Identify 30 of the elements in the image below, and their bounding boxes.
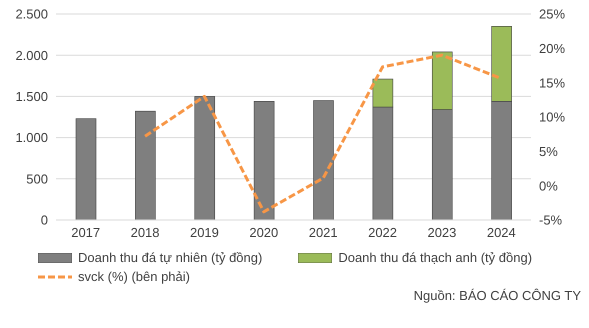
x-tick-label: 2017 xyxy=(71,225,100,240)
y-tick-label: 1.500 xyxy=(15,89,48,104)
y-tick-label: 1.000 xyxy=(15,130,48,146)
bar xyxy=(254,101,274,220)
x-tick-label: 2019 xyxy=(190,225,219,240)
bar xyxy=(194,96,216,220)
x-tick-label: 2020 xyxy=(249,225,278,240)
x-tick-label: 2023 xyxy=(427,225,456,240)
y2-tick-label: 5% xyxy=(539,144,558,159)
y-tick-label: 2.000 xyxy=(15,48,48,63)
legend-label: Doanh thu đá thạch anh (tỷ đồng) xyxy=(338,250,532,265)
legend-label: svck (%) (bên phải) xyxy=(78,269,190,284)
x-tick-label: 2018 xyxy=(130,225,160,240)
bar xyxy=(313,100,334,220)
x-tick-label: 2024 xyxy=(486,225,516,240)
y2-tick-label: 15% xyxy=(539,75,566,90)
x-tick-label: 2022 xyxy=(368,225,398,240)
y-tick-label: 0 xyxy=(40,212,48,228)
y2-tick-label: 25% xyxy=(539,6,566,22)
y-tick-label: 2.500 xyxy=(15,6,48,22)
text: Nguồn: BÁO CÁO CÔNG TY xyxy=(412,288,581,303)
x-tick-label: 2021 xyxy=(308,225,338,240)
y2-tick-label: 0% xyxy=(539,178,558,194)
y2-tick-label: 10% xyxy=(539,110,566,125)
bar xyxy=(135,110,156,220)
y2-tick-label: 20% xyxy=(539,40,566,56)
legend-label: Doanh thu đá tự nhiên (tỷ đồng) xyxy=(78,250,262,265)
bar xyxy=(76,118,96,220)
y2-tick-label: -5% xyxy=(539,212,563,228)
y-tick-label: 500 xyxy=(26,171,48,186)
